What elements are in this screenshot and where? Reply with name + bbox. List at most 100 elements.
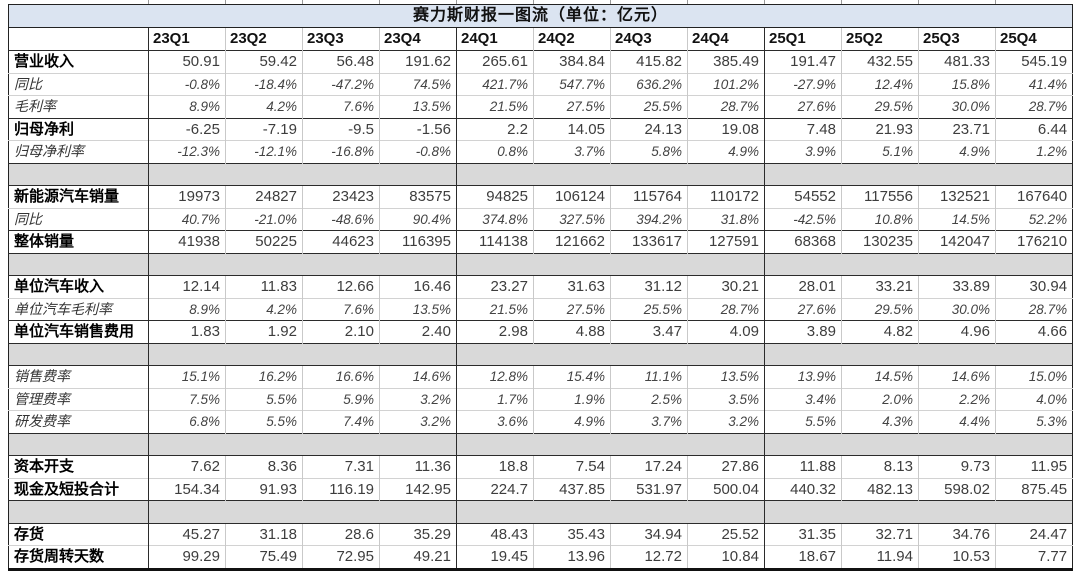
separator-cell [225, 500, 303, 523]
value-cell: 2.10 [302, 320, 380, 343]
value-cell: 27.86 [687, 455, 765, 478]
separator-cell [302, 162, 380, 186]
separator-cell [918, 500, 996, 523]
value-cell: 23423 [302, 185, 380, 208]
table-title-row: 赛力斯财报一图流（单位：亿元） [8, 4, 1073, 28]
value-cell: 13.5% [687, 365, 765, 388]
value-cell: 127591 [687, 230, 765, 253]
value-cell: 482.13 [841, 477, 919, 501]
separator-cell [841, 432, 919, 456]
column-header-24q3: 24Q3 [610, 27, 688, 51]
metric-row: 资本开支 7.62 8.36 7.31 11.36 18.8 7.54 17.24 27.86 1… [8, 455, 1073, 478]
value-cell: 114138 [456, 230, 534, 253]
separator-cell [148, 432, 226, 456]
value-cell: 1.83 [148, 320, 226, 343]
value-cell: 1.7% [456, 387, 534, 411]
value-cell: -21.0% [225, 207, 303, 231]
value-cell: 15.1% [148, 365, 226, 388]
separator-cell [533, 252, 611, 276]
value-cell: 4.2% [225, 95, 303, 118]
value-cell: 56.48 [302, 50, 380, 73]
value-cell: 4.9% [918, 140, 996, 163]
metric-row: 营业收入 50.91 59.42 56.48 191.62 265.61 384.84 415… [8, 50, 1073, 73]
value-cell: 2.0% [841, 387, 919, 411]
value-cell: 437.85 [533, 477, 611, 501]
separator-label-cell [8, 500, 149, 523]
value-cell: 374.8% [456, 207, 534, 231]
column-header-24q4: 24Q4 [687, 27, 765, 51]
separator-cell [687, 252, 765, 276]
row-label: 单位汽车毛利率 [8, 297, 149, 321]
value-cell: 191.47 [764, 50, 842, 73]
value-cell: -7.19 [225, 117, 303, 141]
value-cell: 531.97 [610, 477, 688, 501]
value-cell: -48.6% [302, 207, 380, 231]
financial-report-table-page: 赛力斯财报一图流（单位：亿元） 23Q1 23Q2 23Q3 23Q4 24Q1 24Q2… [8, 0, 1074, 571]
value-cell: 5.8% [610, 140, 688, 163]
value-cell: 45.27 [148, 522, 226, 546]
value-cell: 3.9% [764, 140, 842, 163]
value-cell: 31.18 [225, 522, 303, 546]
value-cell: 19973 [148, 185, 226, 208]
row-label: 同比 [8, 72, 149, 96]
metric-row: 存货周转天数 99.29 75.49 72.95 49.21 19.45 13.96 12.7… [8, 545, 1073, 569]
separator-cell [995, 342, 1073, 366]
separator-cell [918, 162, 996, 186]
value-cell: 7.6% [302, 95, 380, 118]
value-cell: 31.12 [610, 275, 688, 298]
separator-cell [456, 162, 534, 186]
separator-cell [456, 432, 534, 456]
value-cell: 440.32 [764, 477, 842, 501]
value-cell: 176210 [994, 230, 1073, 253]
value-cell: 547.7% [533, 72, 611, 96]
value-cell: 3.5% [687, 387, 765, 411]
value-cell: -9.5 [302, 117, 380, 141]
value-cell: 10.8% [841, 207, 919, 231]
separator-cell [764, 162, 842, 186]
separator-cell [225, 432, 303, 456]
value-cell: 121662 [533, 230, 611, 253]
separator-cell [918, 342, 996, 366]
value-cell: 4.4% [918, 410, 996, 433]
metric-row: 归母净利 -6.25 -7.19 -9.5 -1.56 2.2 14.05 24.13 19.0… [8, 117, 1073, 141]
value-cell: 48.43 [456, 522, 534, 546]
seres-quarterly-financial-table: 赛力斯财报一图流（单位：亿元） 23Q1 23Q2 23Q3 23Q4 24Q1 24Q2… [8, 4, 1074, 571]
value-cell: 5.5% [225, 387, 303, 411]
value-cell: 3.47 [610, 320, 688, 343]
value-cell: 83575 [379, 185, 457, 208]
separator-label-cell [8, 162, 149, 186]
row-label: 存货 [8, 522, 149, 546]
separator-cell [456, 342, 534, 366]
value-cell: -18.4% [225, 72, 303, 96]
value-cell: 1.2% [994, 140, 1073, 163]
value-cell: 415.82 [610, 50, 688, 73]
separator-cell [995, 162, 1073, 186]
value-cell: 23.27 [456, 275, 534, 298]
separator-cell [995, 432, 1073, 456]
metric-row: 现金及短投合计 154.34 91.93 116.19 142.95 224.7 437.8… [8, 477, 1073, 501]
value-cell: 6.44 [994, 117, 1073, 141]
value-cell: 16.46 [379, 275, 457, 298]
value-cell: 30.94 [994, 275, 1073, 298]
metric-row: 新能源汽车销量 19973 24827 23423 83575 94825 106124 11… [8, 185, 1073, 208]
value-cell: -0.8% [379, 140, 457, 163]
separator-cell [379, 252, 457, 276]
separator-cell [456, 500, 534, 523]
separator-cell [302, 252, 380, 276]
separator-cell [841, 252, 919, 276]
row-label: 现金及短投合计 [8, 477, 149, 501]
separator-cell [148, 342, 226, 366]
separator-cell [379, 432, 457, 456]
row-label: 归母净利 [8, 117, 149, 141]
row-label: 研发费率 [8, 410, 149, 433]
row-label: 归母净利率 [8, 140, 149, 163]
value-cell: 15.4% [533, 365, 611, 388]
value-cell: 12.14 [148, 275, 226, 298]
value-cell: 23.71 [918, 117, 996, 141]
value-cell: 875.45 [994, 477, 1073, 501]
value-cell: 3.6% [456, 410, 534, 433]
value-cell: 3.89 [764, 320, 842, 343]
separator-cell [687, 162, 765, 186]
row-label: 单位汽车销售费用 [8, 320, 149, 343]
value-cell: 7.4% [302, 410, 380, 433]
